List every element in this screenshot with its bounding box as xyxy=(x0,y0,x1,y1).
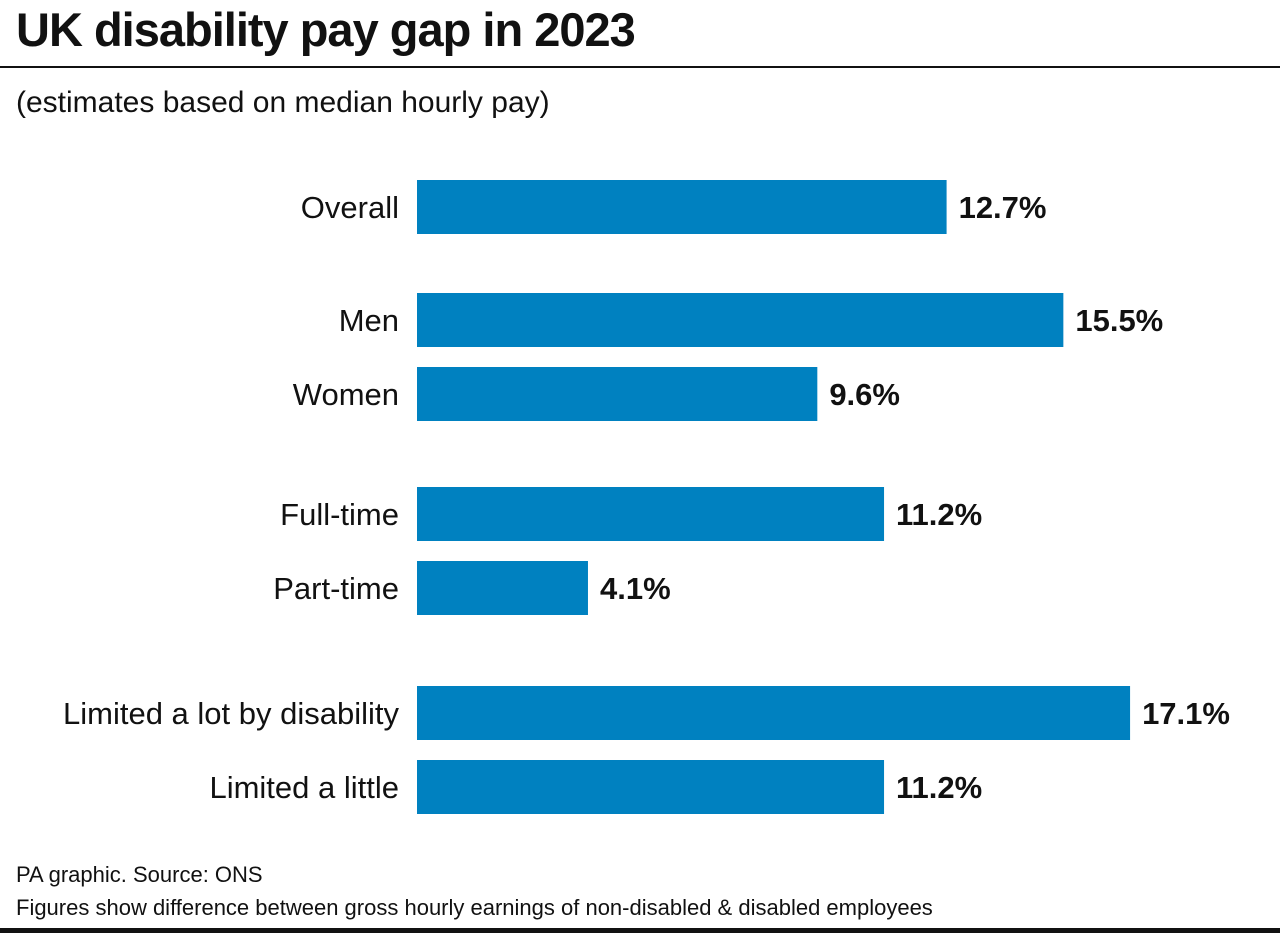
category-label: Full-time xyxy=(280,497,399,532)
title-rule xyxy=(0,66,1280,68)
chart-title: UK disability pay gap in 2023 xyxy=(16,3,636,56)
footnote: Figures show difference between gross ho… xyxy=(16,895,933,920)
value-label: 11.2% xyxy=(896,770,982,805)
category-label: Part-time xyxy=(273,571,399,606)
bar-0 xyxy=(417,180,947,234)
value-label: 12.7% xyxy=(959,190,1047,225)
bar-chart: Overall 12.7% Men 15.5% Women 9.6% Full-time 11… xyxy=(63,180,1230,814)
category-label: Limited a little xyxy=(209,770,399,805)
bar-2 xyxy=(417,367,818,421)
bar-1 xyxy=(417,293,1064,347)
bottom-rule xyxy=(0,928,1280,933)
bar-4 xyxy=(417,561,588,615)
value-label: 17.1% xyxy=(1142,696,1230,731)
category-label: Limited a lot by disability xyxy=(63,696,399,731)
source-note: PA graphic. Source: ONS xyxy=(16,862,263,887)
value-label: 11.2% xyxy=(896,497,982,532)
bar-5 xyxy=(417,686,1131,740)
value-label: 15.5% xyxy=(1075,303,1163,338)
bar-6 xyxy=(417,760,885,814)
category-label: Men xyxy=(339,303,399,338)
chart-subtitle: (estimates based on median hourly pay) xyxy=(16,86,550,119)
value-label: 9.6% xyxy=(829,377,900,412)
category-label: Women xyxy=(293,377,399,412)
value-label: 4.1% xyxy=(600,571,671,606)
category-label: Overall xyxy=(301,190,399,225)
bar-3 xyxy=(417,487,885,541)
